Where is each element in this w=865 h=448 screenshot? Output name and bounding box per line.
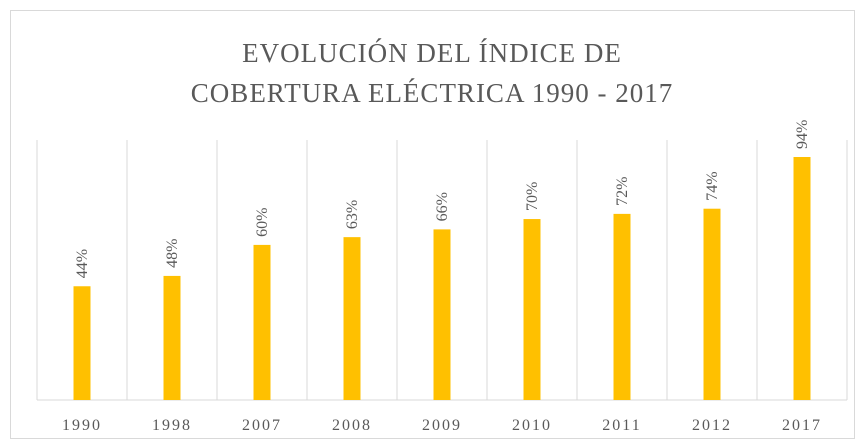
x-tick-label: 1998 xyxy=(152,417,192,434)
x-tick-label: 1990 xyxy=(62,417,102,434)
chart-border xyxy=(10,10,855,439)
bar xyxy=(703,208,721,400)
x-tick-label: 2009 xyxy=(422,417,462,434)
value-label: 48% xyxy=(164,239,181,268)
bar xyxy=(433,229,451,400)
bar xyxy=(163,275,181,400)
x-tick-label: 2017 xyxy=(782,417,822,434)
bar xyxy=(793,157,811,400)
chart-title: COBERTURA ELÉCTRICA 1990 - 2017 xyxy=(191,78,673,108)
bar xyxy=(523,219,541,400)
value-label: 70% xyxy=(524,182,541,211)
value-label: 60% xyxy=(254,208,271,237)
x-tick-label: 2007 xyxy=(242,417,282,434)
value-label: 63% xyxy=(344,200,361,229)
chart-title: EVOLUCIÓN DEL ÍNDICE DE xyxy=(242,38,622,68)
bar xyxy=(343,237,361,400)
bar xyxy=(73,286,91,400)
bar xyxy=(613,213,631,400)
value-label: 72% xyxy=(614,177,631,206)
value-label: 94% xyxy=(794,120,811,149)
bar xyxy=(253,244,271,400)
x-tick-label: 2011 xyxy=(602,417,641,434)
x-tick-label: 2008 xyxy=(332,417,372,434)
value-label: 66% xyxy=(434,192,451,221)
x-tick-label: 2012 xyxy=(692,417,732,434)
x-tick-label: 2010 xyxy=(512,417,552,434)
value-label: 74% xyxy=(704,171,721,200)
value-label: 44% xyxy=(74,249,91,278)
